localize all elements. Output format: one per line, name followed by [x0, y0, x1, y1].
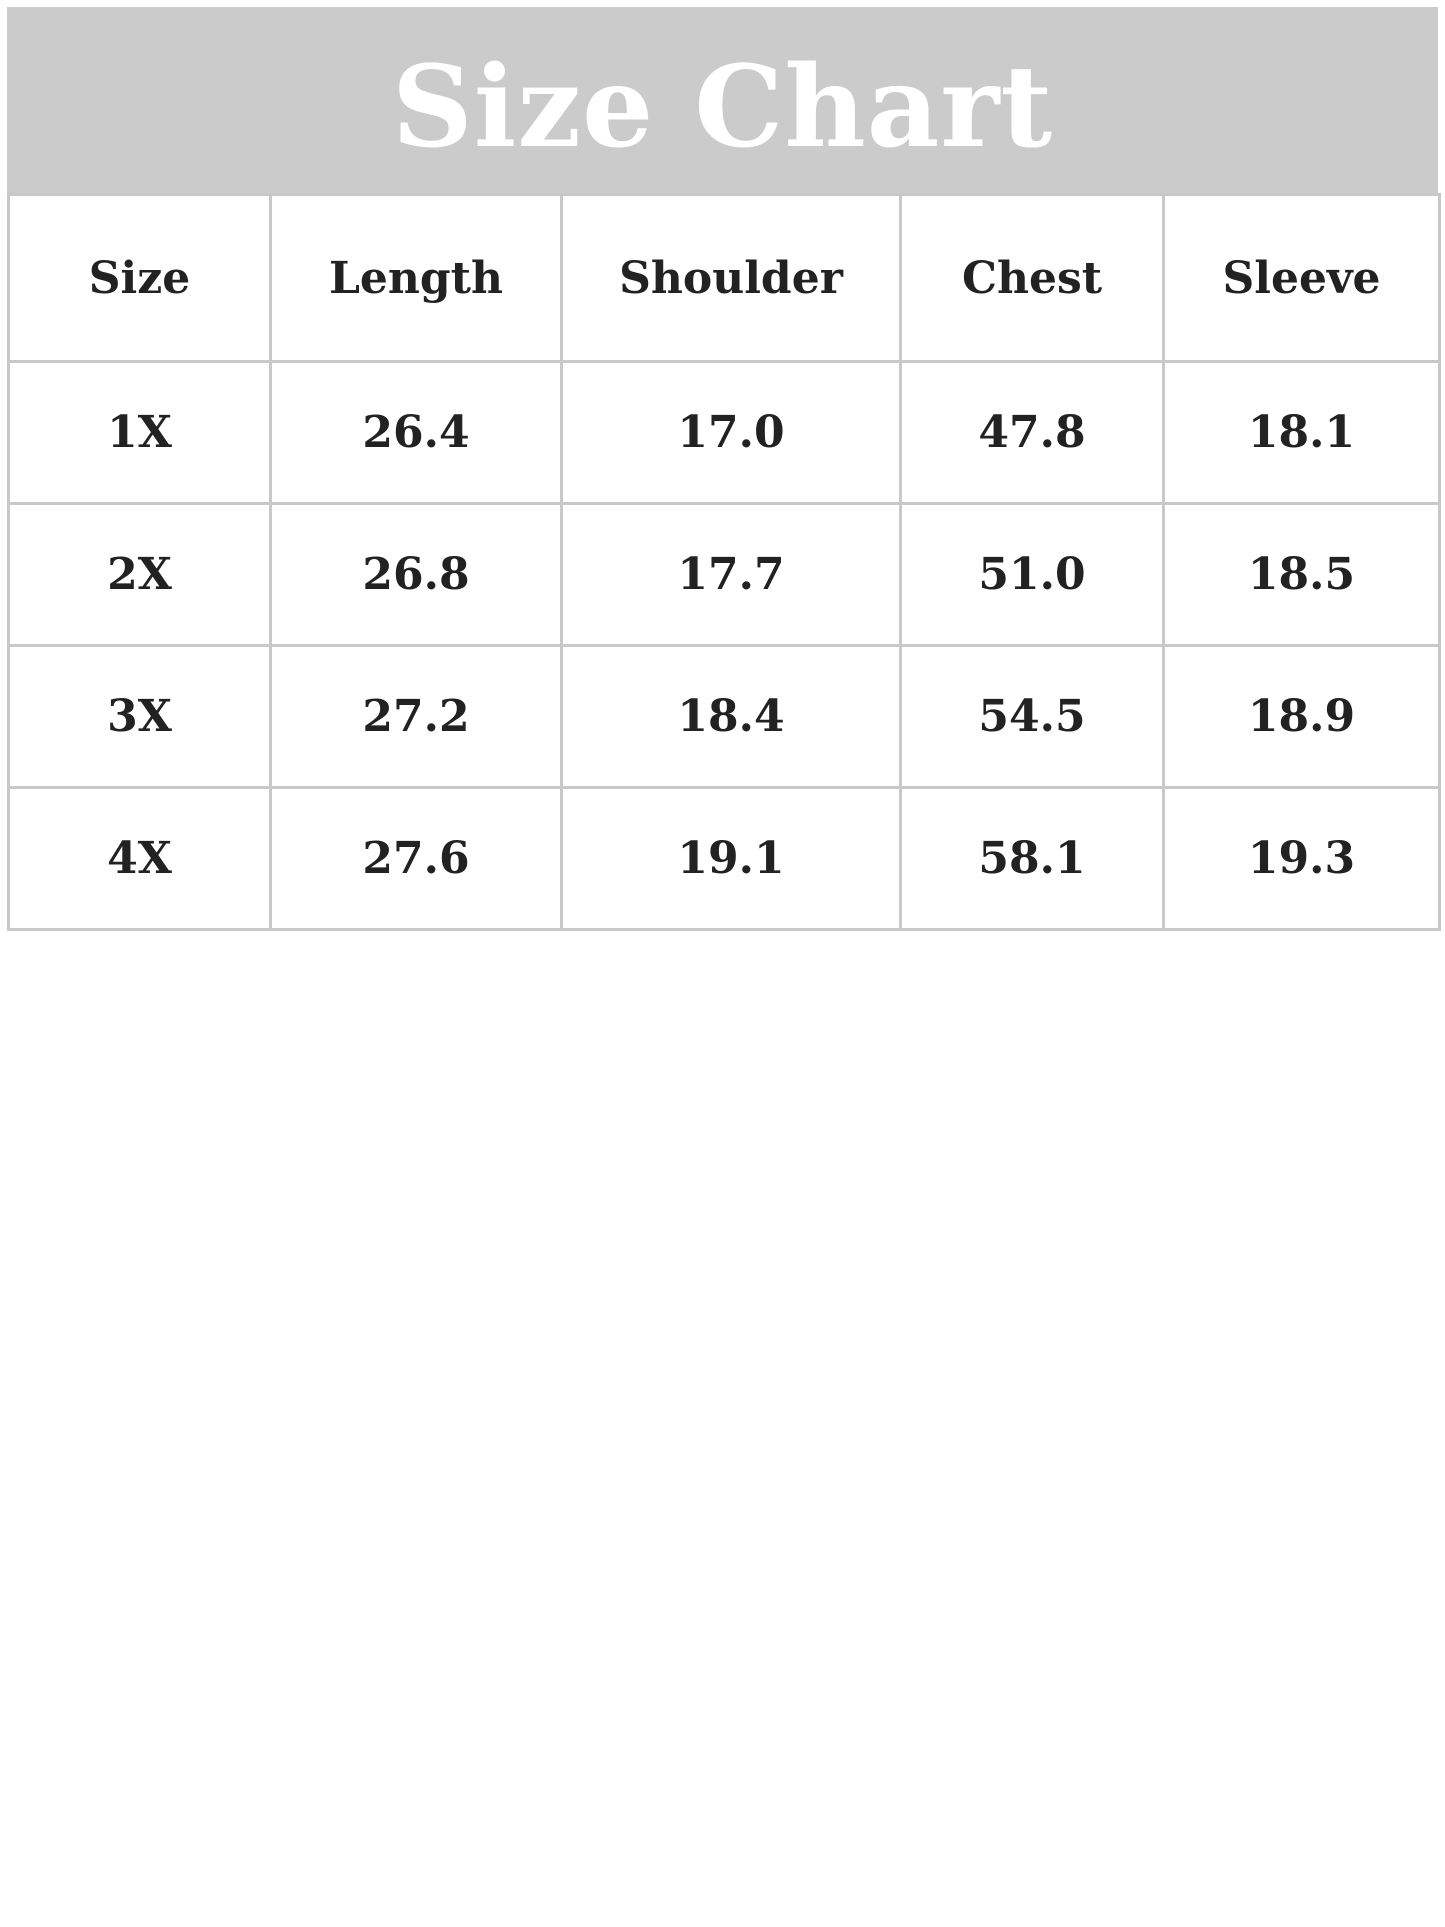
cell-length: 26.4 — [269, 360, 563, 505]
page-title: Size Chart — [391, 41, 1054, 173]
table-row: 2X 26.8 17.7 51.0 18.5 — [7, 502, 1441, 647]
cell-sleeve: 18.1 — [1162, 360, 1441, 505]
cell-chest: 51.0 — [899, 502, 1165, 647]
cell-sleeve: 18.5 — [1162, 502, 1441, 647]
cell-shoulder: 18.4 — [560, 644, 902, 789]
cell-size: 2X — [7, 502, 272, 647]
header-chest: Chest — [899, 193, 1165, 363]
cell-length: 26.8 — [269, 502, 563, 647]
cell-size: 4X — [7, 786, 272, 931]
cell-chest: 54.5 — [899, 644, 1165, 789]
header-sleeve: Sleeve — [1162, 193, 1441, 363]
cell-shoulder: 17.7 — [560, 502, 902, 647]
cell-chest: 58.1 — [899, 786, 1165, 931]
title-bar: Size Chart — [7, 7, 1438, 193]
cell-length: 27.2 — [269, 644, 563, 789]
cell-length: 27.6 — [269, 786, 563, 931]
header-shoulder: Shoulder — [560, 193, 902, 363]
header-size: Size — [7, 193, 272, 363]
header-length: Length — [269, 193, 563, 363]
cell-size: 1X — [7, 360, 272, 505]
cell-sleeve: 18.9 — [1162, 644, 1441, 789]
table-row: 4X 27.6 19.1 58.1 19.3 — [7, 786, 1441, 931]
cell-size: 3X — [7, 644, 272, 789]
table-row: 1X 26.4 17.0 47.8 18.1 — [7, 360, 1441, 505]
cell-shoulder: 19.1 — [560, 786, 902, 931]
size-table: Size Length Shoulder Chest Sleeve 1X 26.4… — [7, 193, 1441, 931]
cell-shoulder: 17.0 — [560, 360, 902, 505]
cell-chest: 47.8 — [899, 360, 1165, 505]
size-chart: Size Chart Size Length Shoulder Chest Sl… — [7, 7, 1441, 931]
cell-sleeve: 19.3 — [1162, 786, 1441, 931]
header-row: Size Length Shoulder Chest Sleeve — [7, 193, 1441, 363]
table-row: 3X 27.2 18.4 54.5 18.9 — [7, 644, 1441, 789]
